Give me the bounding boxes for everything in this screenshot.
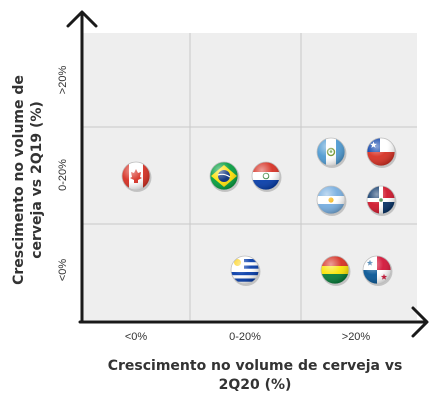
y-axis-title-line2: cerveja vs 2Q19 (%) xyxy=(29,101,45,259)
flag-markers: Canadá Brasil Paraguai Uruguai Guatemala Chil… xyxy=(121,137,397,286)
gridlines xyxy=(82,33,417,320)
y-tick-labels: <0% 0-20% >20% xyxy=(57,66,69,282)
y-axis-arrow xyxy=(66,10,98,28)
x-axis-title-line1: Crescimento no volume de cerveja vs xyxy=(108,358,403,374)
chile-flag-icon: Chile xyxy=(366,137,397,168)
x-axis-title-line2: 2Q20 (%) xyxy=(219,377,292,393)
y-axis-title-line1: Crescimento no volume de xyxy=(11,75,27,285)
brazil-flag-icon: Brasil xyxy=(209,161,240,192)
x-tick-labels: <0% 0-20% >20% xyxy=(125,331,371,343)
bolivia-flag-icon: Bolívia xyxy=(320,255,351,286)
x-axis-arrow xyxy=(411,306,429,338)
canada-flag-icon: Canadá xyxy=(121,161,152,192)
guatemala-flag-icon: Guatemala xyxy=(316,137,347,168)
y-tick-label: 0-20% xyxy=(57,159,69,191)
uruguay-flag-icon: Uruguai xyxy=(230,255,261,286)
paraguay-flag-icon: Paraguai xyxy=(251,161,282,192)
y-tick-label: <0% xyxy=(57,259,69,282)
x-tick-label: 0-20% xyxy=(229,331,261,343)
x-tick-label: <0% xyxy=(125,331,148,343)
axes xyxy=(66,10,429,338)
y-tick-label: >20% xyxy=(57,66,69,95)
argentina-flag-icon: Argentina xyxy=(316,185,347,216)
x-tick-label: >20% xyxy=(342,331,371,343)
